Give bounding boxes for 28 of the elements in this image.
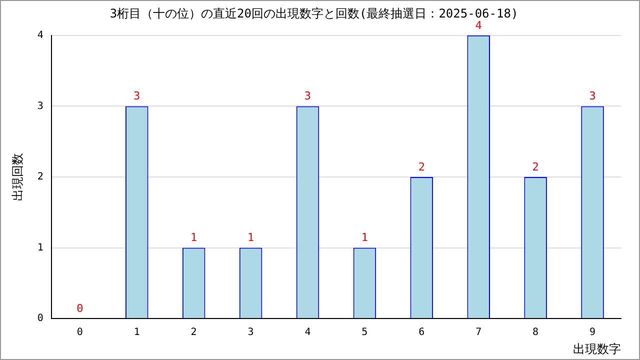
x-tick-label: 7 bbox=[476, 327, 482, 338]
data-label: 2 bbox=[418, 160, 425, 174]
data-label: 3 bbox=[304, 90, 312, 103]
x-axis-title: 出現数字 bbox=[573, 342, 621, 356]
x-tick-label: 4 bbox=[304, 327, 311, 338]
x-tick-label: 2 bbox=[190, 327, 197, 338]
data-label: 2 bbox=[532, 160, 539, 174]
y-tick-label: 3 bbox=[37, 100, 44, 112]
x-tick-label: 9 bbox=[590, 327, 596, 338]
data-label: 3 bbox=[589, 90, 596, 103]
x-tick-label: 0 bbox=[76, 327, 83, 338]
y-tick-label: 4 bbox=[37, 30, 44, 41]
data-label: 1 bbox=[361, 231, 368, 244]
data-label: 4 bbox=[475, 18, 482, 32]
data-label: 0 bbox=[76, 302, 84, 315]
data-label: 1 bbox=[190, 231, 198, 244]
y-tick-label: 2 bbox=[37, 172, 44, 183]
y-tick-label: 0 bbox=[37, 313, 44, 324]
x-tick-label: 3 bbox=[248, 327, 254, 338]
x-tick-label: 1 bbox=[134, 327, 140, 338]
data-label: 1 bbox=[247, 231, 254, 244]
x-tick-label: 8 bbox=[532, 327, 539, 338]
x-tick-label: 5 bbox=[362, 327, 368, 338]
y-axis-title: 出現回数 bbox=[10, 153, 24, 201]
chart-title: 3桁目（十の位）の直近20回の出現数字と回数(最終抽選日：2025-06-18) bbox=[110, 6, 518, 20]
y-tick-label: 1 bbox=[37, 242, 44, 254]
x-tick-label: 6 bbox=[418, 327, 425, 338]
data-label: 3 bbox=[134, 90, 140, 103]
